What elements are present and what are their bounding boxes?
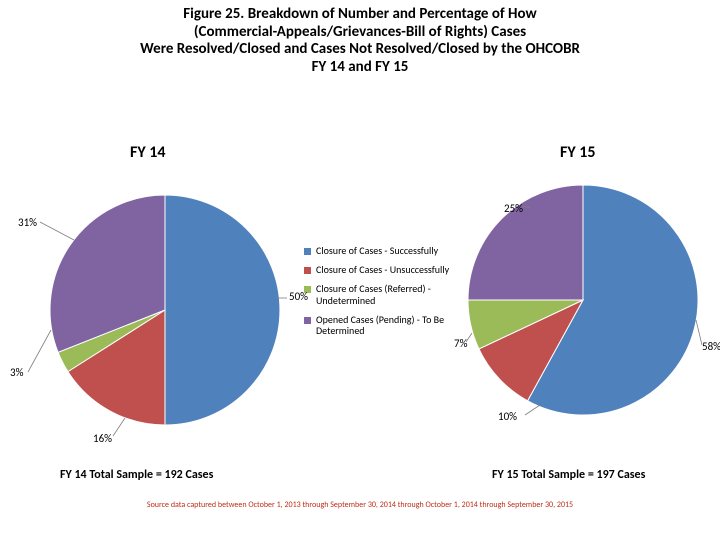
legend-label: Closure of Cases - Unsuccessfully xyxy=(316,264,449,275)
source-note: Source data captured between October 1, … xyxy=(0,500,720,510)
fy14-sample-size: FY 14 Total Sample = 192 Cases xyxy=(60,468,213,482)
fy14-slice-label: 3% xyxy=(10,366,23,379)
legend-label: Closure of Cases (Referred) - Undetermin… xyxy=(316,283,464,305)
fy15-slice-label: 7% xyxy=(454,337,467,350)
legend: Closure of Cases - Successfully Closure o… xyxy=(304,245,464,344)
legend-item: Closure of Cases - Successfully xyxy=(304,245,464,256)
fy15-slice-label: 10% xyxy=(498,410,517,423)
fy14-slice-label: 50% xyxy=(289,290,308,303)
fy15-slice-label: 58% xyxy=(702,340,720,353)
fy14-slice-label: 31% xyxy=(18,216,37,229)
fy14-slice-label: 16% xyxy=(93,432,112,445)
legend-label: Opened Cases (Pending) - To Be Determine… xyxy=(316,314,464,336)
leader-line xyxy=(525,405,540,415)
legend-item: Closure of Cases (Referred) - Undetermin… xyxy=(304,283,464,305)
fy15-sample-size: FY 15 Total Sample = 197 Cases xyxy=(492,468,645,482)
legend-swatch xyxy=(304,248,311,255)
legend-item: Closure of Cases - Unsuccessfully xyxy=(304,264,464,275)
legend-swatch xyxy=(304,267,311,274)
fy15-slice-label: 25% xyxy=(504,202,523,215)
legend-swatch xyxy=(304,317,311,324)
legend-label: Closure of Cases - Successfully xyxy=(316,245,438,256)
pie-slice xyxy=(468,185,583,300)
legend-item: Opened Cases (Pending) - To Be Determine… xyxy=(304,314,464,336)
figure-25: Figure 25. Breakdown of Number and Perce… xyxy=(0,0,720,540)
